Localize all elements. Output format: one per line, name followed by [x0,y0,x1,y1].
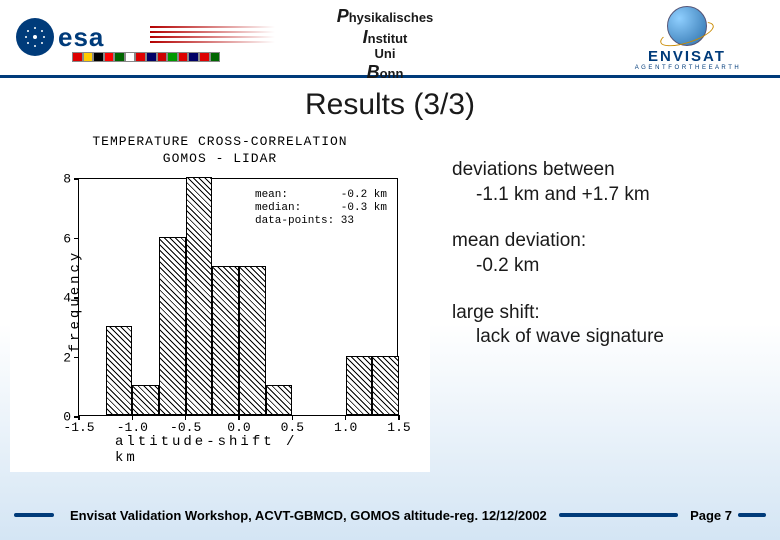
chart-title: TEMPERATURE CROSS-CORRELATION GOMOS - LI… [14,134,426,168]
x-tick-label: -1.5 [63,420,94,435]
histogram-bar [132,385,159,415]
flag-icon [104,52,115,62]
histogram-bar [266,385,293,415]
histogram-bar [106,326,133,415]
footer-text: Envisat Validation Workshop, ACVT-GBMCD,… [64,508,553,523]
pib-logo: Physikalisches Institut Uni Bonn [285,6,485,70]
flag-icon [157,52,168,62]
flag-icon [72,52,83,62]
bullet-3: large shift: lack of wave signature [452,301,762,350]
pib-l2: nstitut [368,31,408,46]
flag-icon [135,52,146,62]
globe-icon [667,6,707,46]
chart-title-2: GOMOS - LIDAR [14,151,426,168]
flag-icon [83,52,94,62]
inset-stats: mean: -0.2 km median: -0.3 km data-point… [255,189,387,229]
flag-icon [188,52,199,62]
x-tick-label: -0.5 [170,420,201,435]
page-number: Page 7 [684,508,738,523]
pib-l1: hysikalisches [349,10,434,25]
y-tick-label: 8 [47,172,71,187]
page-title: Results (3/3) [0,88,780,122]
b1l1: deviations between [452,159,615,180]
esa-text: esa [58,22,104,53]
pib-l3: Uni [375,46,396,61]
envisat-text: ENVISAT [612,48,762,65]
footer-rail-left [14,513,54,517]
y-tick-label: 6 [47,231,71,246]
x-tick-label: 0.5 [281,420,304,435]
orbit-icon [658,17,717,51]
b2l2: -0.2 km [452,254,762,279]
chart-title-1: TEMPERATURE CROSS-CORRELATION [14,134,426,151]
histogram-bar [159,237,186,416]
footer-bar: Envisat Validation Workshop, ACVT-GBMCD,… [0,504,780,526]
bullet-2: mean deviation: -0.2 km [452,229,762,278]
country-flags [72,52,220,63]
flag-icon [199,52,210,62]
histogram-panel: TEMPERATURE CROSS-CORRELATION GOMOS - LI… [10,130,430,472]
histogram-bar [212,266,239,415]
bullet-1: deviations between -1.1 km and +1.7 km [452,158,762,207]
flag-icon [167,52,178,62]
b3l2: lack of wave signature [452,325,762,350]
envisat-logo: ENVISAT A G E N T F O R T H E E A R T H [612,6,762,70]
pib-l4: onn [380,66,404,81]
b3l1: large shift: [452,302,540,323]
flag-icon [93,52,104,62]
x-axis-label: altitude-shift / km [115,434,325,466]
histogram-bar [186,177,213,415]
y-tick-label: 2 [47,350,71,365]
x-tick-label: 1.0 [334,420,357,435]
b2l1: mean deviation: [452,230,586,251]
histogram-bar [372,356,399,416]
histogram-bar [346,356,373,416]
envisat-tagline: A G E N T F O R T H E E A R T H [612,65,762,71]
header-bar: esa Physikalisches Institut Uni Bonn ENV… [0,0,780,78]
x-tick-label: 1.5 [387,420,410,435]
footer-rail-right [738,513,766,517]
x-tick-label: -1.0 [117,420,148,435]
flag-icon [178,52,189,62]
footer-rail-mid [559,513,678,517]
flag-icon [210,52,221,62]
b1l2: -1.1 km and +1.7 km [452,183,762,208]
x-tick-label: 0.0 [227,420,250,435]
histogram-plot: mean: -0.2 km median: -0.3 km data-point… [78,178,398,416]
y-tick-label: 4 [47,291,71,306]
stripes-decoration [150,26,275,46]
histogram-bar [239,266,266,415]
flag-icon [114,52,125,62]
esa-circle-icon [16,18,54,56]
bullet-list: deviations between -1.1 km and +1.7 km m… [430,130,770,472]
content-row: TEMPERATURE CROSS-CORRELATION GOMOS - LI… [0,122,780,472]
flag-icon [146,52,157,62]
flag-icon [125,52,136,62]
